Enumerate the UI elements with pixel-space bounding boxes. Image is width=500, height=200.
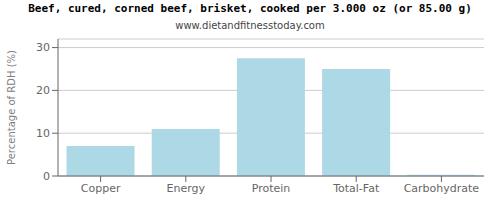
svg-text:Copper: Copper: [81, 182, 121, 195]
svg-text:30: 30: [36, 41, 50, 54]
svg-text:20: 20: [36, 84, 50, 97]
svg-text:10: 10: [36, 127, 50, 140]
svg-text:Percentage of RDH (%): Percentage of RDH (%): [8, 50, 17, 165]
svg-text:Carbohydrate: Carbohydrate: [404, 182, 480, 195]
html-text:www.dietandfitnesstoday.com: www.dietandfitnesstoday.com: [175, 20, 325, 31]
svg-text:Energy: Energy: [167, 182, 206, 195]
svg-text:Total-Fat: Total-Fat: [332, 182, 380, 195]
svg-text:0: 0: [43, 170, 50, 183]
svg-text:Protein: Protein: [252, 182, 291, 195]
html-text:Beef, cured, corned beef, bris: Beef, cured, corned beef, brisket, cooke…: [28, 2, 472, 15]
